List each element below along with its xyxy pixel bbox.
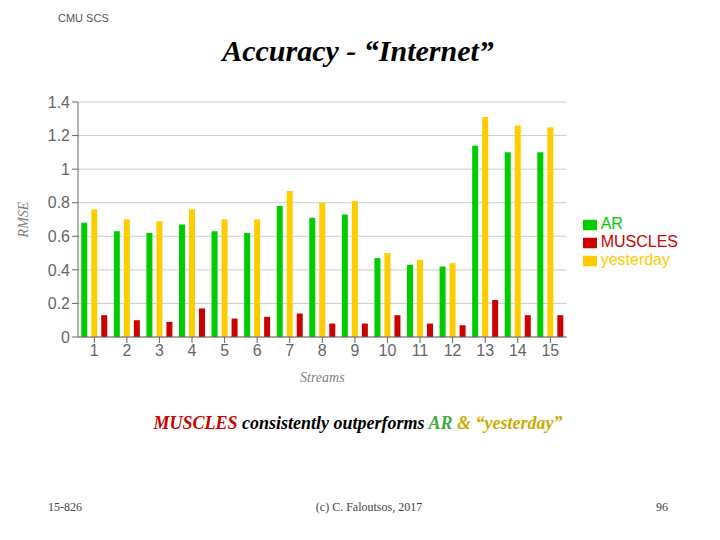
svg-text:4: 4 (188, 342, 197, 359)
svg-text:0: 0 (61, 329, 70, 346)
svg-text:7: 7 (285, 342, 294, 359)
svg-text:0.6: 0.6 (48, 228, 70, 245)
svg-text:RMSE: RMSE (16, 201, 31, 238)
svg-text:2: 2 (122, 342, 131, 359)
svg-text:1: 1 (61, 161, 70, 178)
svg-text:13: 13 (476, 342, 494, 359)
svg-text:14: 14 (509, 342, 527, 359)
svg-text:3: 3 (155, 342, 164, 359)
svg-text:1.2: 1.2 (48, 127, 70, 144)
html-text:AR: AR (600, 215, 623, 232)
svg-text:5: 5 (220, 342, 229, 359)
svg-text:Streams: Streams (300, 370, 345, 385)
svg-text:1: 1 (90, 342, 99, 359)
html-text:MUSCLES: MUSCLES (600, 233, 678, 250)
html-text:96: 96 (656, 500, 668, 514)
svg-text:11: 11 (412, 342, 429, 359)
svg-text:1.4: 1.4 (48, 94, 70, 111)
html-text:15-826: 15-826 (48, 500, 82, 514)
svg-text:8: 8 (318, 342, 327, 359)
svg-text:9: 9 (350, 342, 359, 359)
html-text:yesterday: yesterday (600, 251, 670, 268)
svg-text:0.8: 0.8 (48, 194, 70, 211)
svg-text:0.4: 0.4 (48, 262, 70, 279)
html-text:CMU SCS: CMU SCS (58, 12, 109, 24)
html-text:MUSCLES consistently outperfor: MUSCLES consistently outperforms AR & “y… (153, 413, 563, 433)
html-text:(c) C. Faloutsos, 2017: (c) C. Faloutsos, 2017 (315, 500, 423, 514)
svg-text:0.2: 0.2 (48, 295, 70, 312)
svg-text:12: 12 (444, 342, 462, 359)
svg-text:6: 6 (253, 342, 262, 359)
svg-text:10: 10 (379, 342, 397, 359)
svg-text:15: 15 (541, 342, 559, 359)
html-text:Accuracy - “Internet”: Accuracy - “Internet” (222, 34, 494, 67)
